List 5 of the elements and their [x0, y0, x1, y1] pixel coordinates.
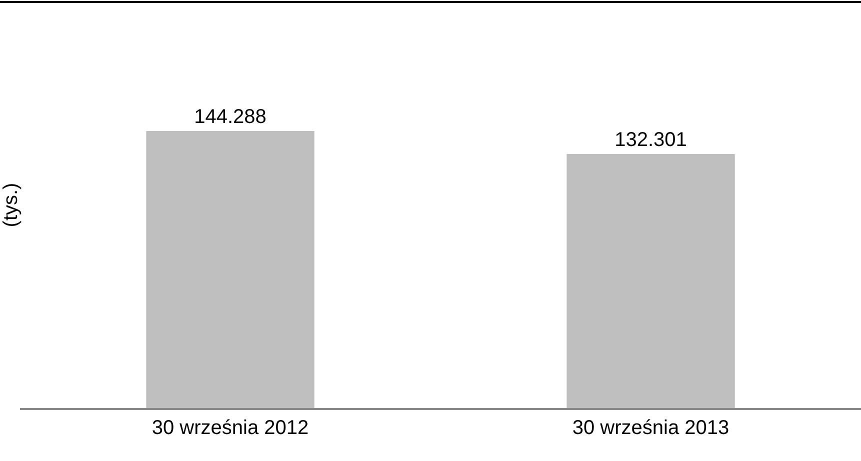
data-label: 132.301: [614, 129, 687, 152]
x-tick-label: 30 września 2012: [152, 417, 309, 439]
x-tick-label: 30 września 2013: [572, 417, 730, 439]
data-label: 144.288: [194, 106, 266, 128]
y-axis-title: (tys.): [0, 182, 22, 228]
